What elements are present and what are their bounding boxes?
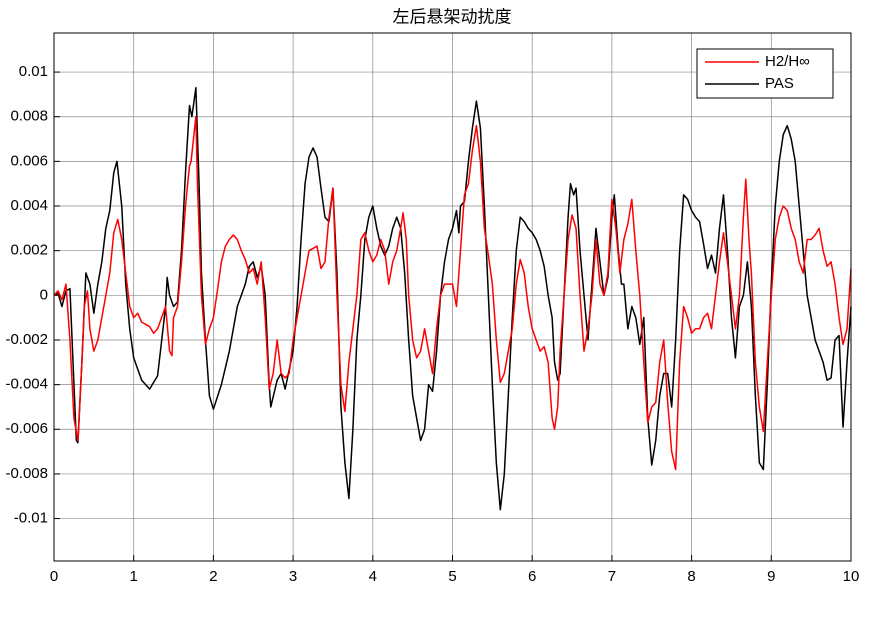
chart-title: 左后悬架动扰度 — [393, 7, 512, 26]
y-tick-label: 0.01 — [19, 63, 48, 80]
x-tick-label: 4 — [369, 568, 377, 585]
x-tick-label: 6 — [528, 568, 536, 585]
x-tick-label: 8 — [687, 568, 695, 585]
legend: H2/H∞ PAS — [696, 48, 834, 99]
y-tick-label: 0.002 — [10, 242, 48, 259]
x-tick-label: 5 — [448, 568, 456, 585]
y-tick-label: -0.008 — [5, 465, 48, 482]
y-tick-label: 0 — [40, 286, 48, 303]
legend-label: PAS — [765, 75, 794, 92]
x-tick-label: 3 — [289, 568, 297, 585]
y-tick-label: 0.008 — [10, 108, 48, 125]
y-tick-label: 0.006 — [10, 152, 48, 169]
y-tick-label: -0.006 — [5, 420, 48, 437]
y-tick-label: -0.01 — [14, 510, 48, 527]
x-tick-label: 7 — [608, 568, 616, 585]
x-tick-label: 1 — [130, 568, 138, 585]
legend-label: H2/H∞ — [765, 53, 810, 70]
series-line — [53, 115, 852, 471]
legend-box — [696, 48, 834, 99]
series-line — [53, 86, 852, 511]
x-tick-label: 9 — [767, 568, 775, 585]
plot-frame — [53, 32, 852, 562]
y-tick-label: 0.004 — [10, 197, 48, 214]
y-tick-label: -0.004 — [5, 376, 48, 393]
x-tick-label: 2 — [209, 568, 217, 585]
y-tick-label: -0.002 — [5, 331, 48, 348]
x-tick-label: 0 — [50, 568, 58, 585]
x-tick-label: 10 — [843, 568, 860, 585]
